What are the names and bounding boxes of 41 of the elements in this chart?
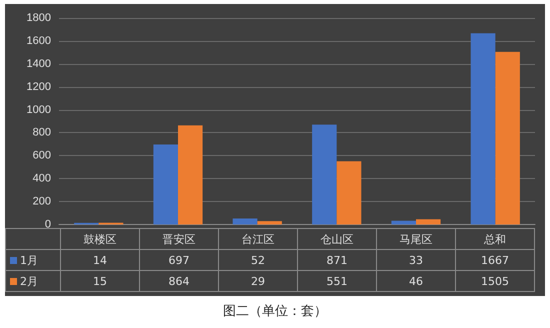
text: 图二（单位：套） [222,303,328,320]
data-label: 29 [218,270,298,292]
data-label: 46 [376,270,456,292]
x-tick-label: 仓山区 [298,228,376,250]
bar [178,125,203,224]
y-tick-label: 400 [32,172,51,185]
data-label: 1505 [456,270,534,292]
legend-label: 2月 [6,270,60,292]
data-label: 551 [298,270,376,292]
y-tick-label: 600 [32,150,51,162]
data-label: 52 [218,250,298,270]
y-tick-label: 200 [32,196,51,208]
y-tick-label: 0 [44,218,51,230]
data-label: 697 [140,250,218,270]
bar [312,124,337,224]
data-label: 1667 [456,250,534,270]
data-label: 871 [298,250,376,270]
bar [153,144,178,224]
y-tick-label: 1000 [26,104,51,116]
legend-label: 1月 [6,250,60,270]
y-tick-label: 1800 [26,12,51,24]
y-tick-label: 1400 [26,58,51,70]
data-label: 33 [376,250,456,270]
x-tick-label: 总和 [456,228,534,250]
bar [470,33,496,224]
bar [391,220,416,224]
y-tick-label: 1200 [26,80,51,93]
data-label: 15 [60,270,140,292]
bar [416,219,441,224]
bar [232,218,258,224]
y-tick-label: 800 [32,126,51,139]
x-tick-label: 鼓楼区 [60,228,140,250]
bar [257,221,282,224]
data-label: 14 [60,250,140,270]
x-tick-label: 台江区 [218,228,298,250]
x-tick-label: 晋安区 [140,228,218,250]
data-label: 864 [140,270,218,292]
bar [336,161,362,224]
y-tick-label: 1600 [26,34,51,47]
bar [495,52,520,224]
x-tick-label: 马尾区 [376,228,456,250]
